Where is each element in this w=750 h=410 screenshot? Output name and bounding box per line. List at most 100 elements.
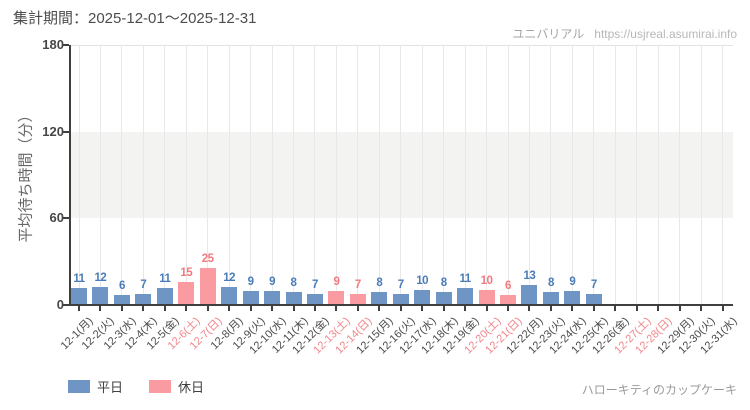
- x-tick-12-19(金): [464, 306, 467, 311]
- bar-12-22(月): [521, 285, 538, 304]
- x-tick-12-7(日): [206, 306, 209, 311]
- x-tick-12-9(火): [249, 306, 252, 311]
- h-gridline-180: [71, 45, 733, 46]
- x-axis-line: [69, 304, 733, 306]
- bar-12-20(土): [478, 290, 495, 304]
- gridline-12-1(月): [78, 45, 80, 305]
- bar-value-12-20(土): 10: [480, 275, 493, 287]
- x-tick-12-23(火): [549, 306, 552, 311]
- legend-weekday-swatch: [68, 380, 90, 393]
- x-tick-12-13(土): [335, 306, 338, 311]
- x-tick-12-15(月): [378, 306, 381, 311]
- x-tick-12-11(木): [292, 306, 295, 311]
- bar-value-12-10(水): 9: [269, 276, 275, 288]
- gridline-12-19(金): [464, 45, 466, 305]
- brand-label: ユニバリアル: [512, 27, 585, 41]
- bar-value-12-22(月): 13: [523, 270, 536, 282]
- bar-value-12-7(日): 25: [201, 253, 214, 265]
- gridline-12-8(月): [228, 45, 230, 305]
- x-tick-12-29(月): [678, 306, 681, 311]
- x-tick-12-24(水): [571, 306, 574, 311]
- y-tick-label-0: 0: [56, 297, 64, 312]
- gridline-12-27(土): [636, 45, 638, 305]
- gridline-12-23(火): [550, 45, 552, 305]
- gridline-12-25(木): [593, 45, 595, 305]
- bar-value-12-8(月): 12: [223, 272, 236, 284]
- gridline-12-4(木): [142, 45, 144, 305]
- x-tick-12-16(火): [399, 306, 402, 311]
- x-tick-12-4(木): [142, 306, 145, 311]
- x-tick-12-8(月): [228, 306, 231, 311]
- bar-12-18(木): [435, 292, 452, 304]
- bar-value-12-19(金): 11: [459, 273, 472, 285]
- bar-value-12-9(火): 9: [247, 276, 254, 288]
- bar-value-12-13(土): 9: [333, 276, 340, 288]
- shaded-band-60-120: [71, 131, 733, 219]
- bar-value-12-1(月): 11: [73, 273, 85, 285]
- gridline-12-3(水): [121, 45, 123, 305]
- bar-value-12-18(木): 8: [440, 277, 447, 289]
- attraction-name: ハローキティのカップケーキ: [581, 383, 737, 397]
- bar-value-12-12(金): 7: [311, 279, 318, 291]
- gridline-12-30(火): [700, 45, 702, 305]
- gridline-12-2(火): [99, 45, 101, 305]
- x-tick-12-30(火): [700, 306, 703, 311]
- y-tick-120: [63, 130, 69, 133]
- x-tick-12-28(日): [657, 306, 660, 311]
- x-tick-12-2(火): [99, 306, 102, 311]
- bar-12-8(月): [221, 287, 238, 304]
- bar-12-14(日): [349, 294, 366, 304]
- gridline-12-11(木): [293, 45, 294, 305]
- y-tick-0: [63, 304, 69, 306]
- x-tick-12-17(水): [421, 306, 424, 311]
- bar-12-5(金): [156, 288, 173, 304]
- y-tick-180: [63, 44, 69, 46]
- gridline-12-26(金): [614, 45, 616, 305]
- bar-value-12-2(火): 12: [94, 272, 107, 284]
- bar-value-12-5(金): 11: [159, 273, 171, 285]
- bar-value-12-11(木): 8: [290, 277, 297, 289]
- bar-12-23(火): [542, 292, 559, 304]
- gridline-12-13(土): [335, 45, 337, 305]
- gridline-12-12(金): [314, 45, 316, 305]
- gridline-12-17(水): [421, 45, 423, 305]
- y-tick-label-180: 180: [42, 37, 64, 52]
- x-tick-12-27(土): [635, 306, 638, 311]
- gridline-12-22(月): [528, 45, 530, 305]
- x-tick-12-20(土): [485, 306, 488, 311]
- y-tick-60: [63, 217, 69, 220]
- bar-value-12-4(木): 7: [140, 279, 147, 291]
- x-tick-12-6(土): [185, 306, 188, 311]
- gridline-12-16(火): [400, 45, 402, 305]
- bar-value-12-3(水): 6: [118, 280, 125, 292]
- legend-weekday-label: 平日: [97, 380, 124, 395]
- gridline-12-18(木): [443, 45, 445, 305]
- gridline-12-7(日): [207, 45, 209, 305]
- source-url: https://usjreal.asumirai.info: [594, 27, 737, 41]
- y-axis-line: [69, 45, 71, 306]
- bar-12-15(月): [371, 292, 388, 304]
- y-tick-label-120: 120: [42, 123, 64, 139]
- gridline-12-24(水): [571, 45, 573, 305]
- x-tick-12-22(月): [528, 306, 531, 311]
- legend-holiday-label: 休日: [178, 380, 205, 395]
- bar-12-16(火): [392, 294, 409, 304]
- bar-12-21(日): [500, 295, 516, 304]
- x-tick-12-1(月): [78, 306, 80, 311]
- bar-12-17(水): [414, 290, 431, 304]
- gridline-12-5(金): [164, 45, 166, 305]
- bar-value-12-25(木): 7: [590, 279, 597, 291]
- x-tick-12-12(金): [313, 306, 316, 311]
- bar-value-12-16(火): 7: [397, 279, 404, 291]
- x-tick-12-18(木): [442, 306, 445, 311]
- bar-value-12-24(水): 9: [569, 276, 576, 288]
- bar-12-7(日): [199, 268, 216, 304]
- bar-value-12-14(日): 7: [354, 279, 361, 291]
- x-tick-12-31(水): [721, 306, 724, 311]
- x-tick-12-3(水): [120, 306, 123, 311]
- bar-12-9(火): [242, 291, 259, 304]
- x-tick-12-5(金): [163, 306, 166, 311]
- bar-value-12-23(火): 8: [547, 277, 554, 289]
- bar-value-12-15(月): 8: [376, 277, 383, 289]
